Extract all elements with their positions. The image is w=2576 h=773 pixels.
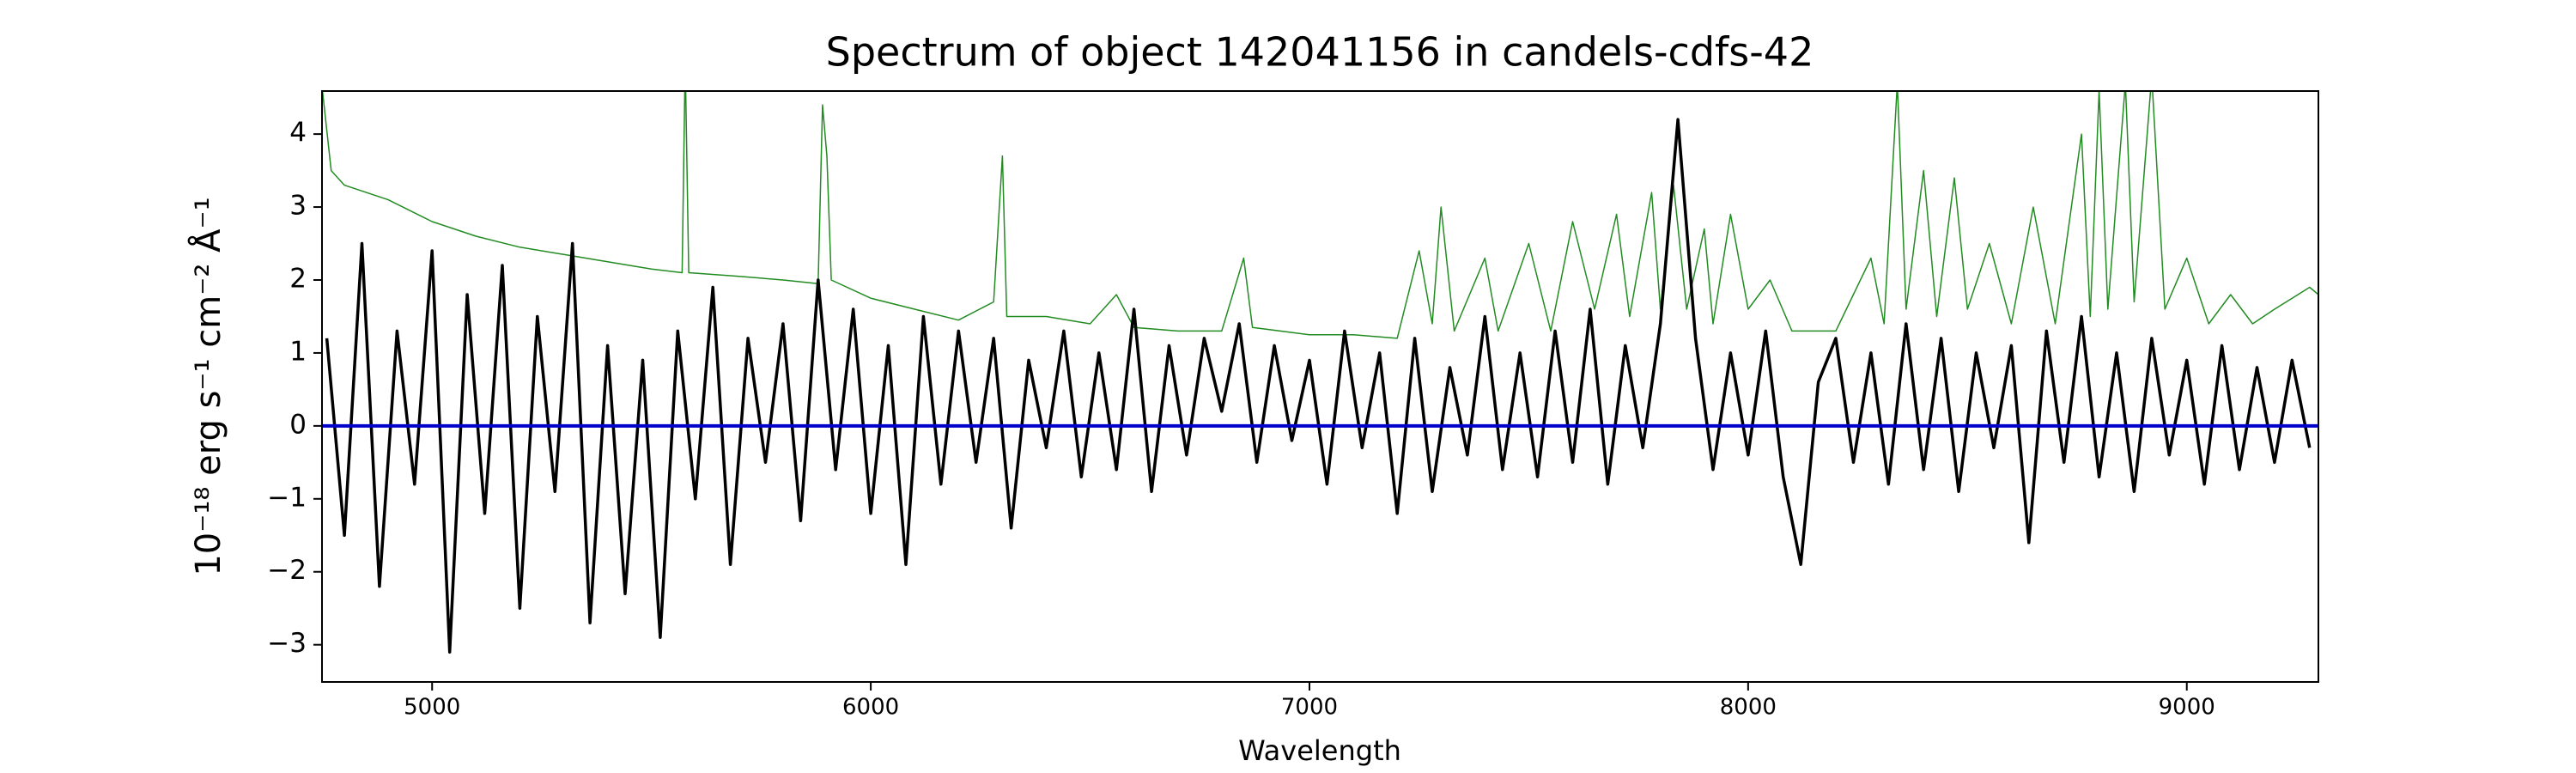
y-tick-label: −1 [267, 482, 307, 513]
spectrum-line [322, 91, 2318, 339]
plot-area [322, 91, 2318, 654]
plot-frame [321, 90, 2319, 683]
x-tick-label: 7000 [1281, 695, 1338, 721]
chart-title: Spectrum of object 142041156 in candels-… [826, 29, 1814, 76]
x-axis-label: Wavelength [1238, 734, 1401, 767]
x-tick-label: 5000 [404, 695, 460, 721]
y-axis-label: 10⁻¹⁸ erg s⁻¹ cm⁻² Å⁻¹ [187, 197, 228, 575]
y-tick-label: −2 [267, 555, 307, 586]
x-tick-label: 8000 [1720, 695, 1777, 721]
x-tick-label: 6000 [842, 695, 899, 721]
y-tick-label: 1 [289, 336, 307, 367]
y-tick-label: 4 [289, 118, 307, 149]
y-tick-label: −3 [267, 628, 307, 659]
y-tick-label: 0 [289, 409, 307, 440]
y-tick-label: 2 [289, 263, 307, 294]
spectrum-line [325, 118, 2312, 654]
x-tick-label: 9000 [2159, 695, 2215, 721]
y-tick-label: 3 [289, 191, 307, 222]
